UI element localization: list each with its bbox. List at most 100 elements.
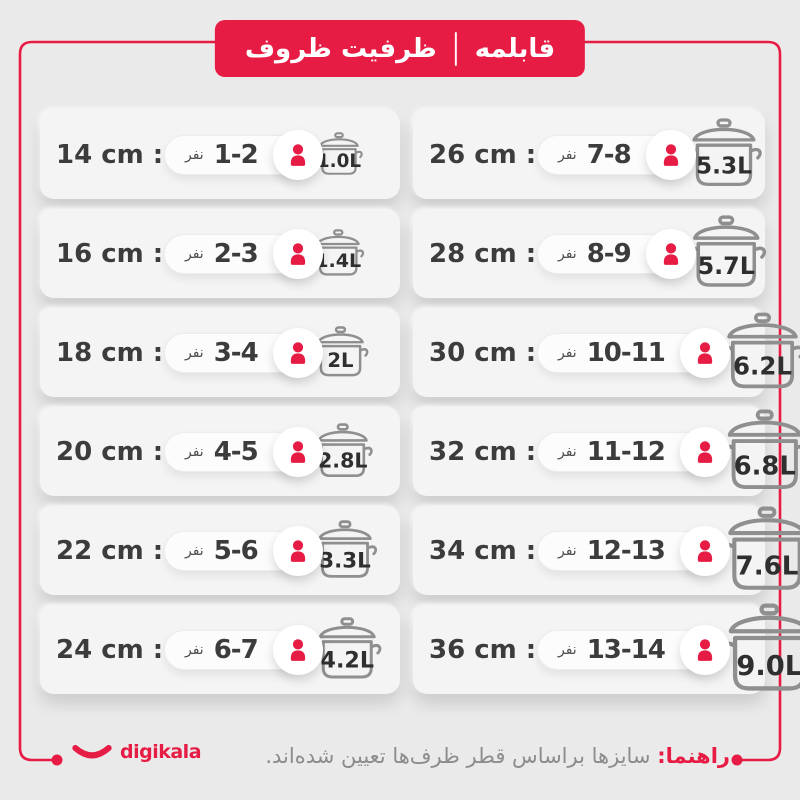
people-pill: نفر 2-3 [164, 228, 323, 279]
people-range: 5-6 [213, 535, 259, 566]
pot-icon: 6.2L [718, 312, 800, 394]
capacity-label: 7.6L [735, 551, 798, 581]
capacity-row: 36 cm : نفر 13-14 [413, 602, 800, 694]
people-pill: نفر 1-2 [164, 129, 323, 180]
capacity-label: 2L [327, 349, 353, 372]
capacity-label: 5.3L [696, 153, 752, 180]
border-end-dot-left [51, 754, 63, 766]
people-range: 10-11 [586, 337, 666, 368]
person-icon [272, 129, 323, 180]
capacity-label: 2.8L [318, 448, 368, 472]
title-product: قابلمه [474, 33, 556, 64]
digikala-smile-icon [72, 745, 112, 759]
capacity-row: 24 cm : نفر 6-7 [40, 605, 400, 694]
title-divider [454, 31, 457, 66]
diameter-label: 26 cm : [429, 139, 537, 170]
capacity-label: 1.0L [317, 151, 361, 172]
people-range: 6-7 [213, 634, 259, 665]
diameter-label: 32 cm : [429, 436, 537, 467]
guide-text: سایزها براساس قطر ظرف‌ها تعیین شده‌اند. [265, 744, 658, 768]
person-icon [679, 327, 730, 378]
people-range: 12-13 [586, 535, 666, 566]
capacity-label: 4.2L [320, 647, 373, 673]
people-unit-label: نفر [185, 245, 204, 262]
footer-guide: راهنما: سایزها براساس قطر ظرف‌ها تعیین ش… [265, 744, 730, 768]
capacity-label: 5.7L [697, 252, 754, 280]
people-range: 8-9 [586, 238, 632, 269]
diameter-label: 18 cm : [56, 337, 164, 368]
capacity-label: 3.3L [319, 548, 371, 573]
people-pill: نفر 3-4 [164, 327, 323, 378]
people-pill: نفر 5-6 [164, 525, 323, 576]
people-unit-label: نفر [185, 542, 204, 559]
guide-label: راهنما: [657, 744, 730, 768]
capacity-row: 34 cm : نفر 12-13 [413, 505, 800, 595]
capacity-row: 30 cm : نفر 10-11 [413, 308, 800, 397]
person-icon [272, 228, 323, 279]
capacity-label: 6.2L [733, 351, 792, 380]
person-icon [272, 624, 323, 675]
capacity-label: 6.8L [734, 451, 796, 481]
people-pill: نفر 13-14 [537, 624, 730, 675]
capacity-row: 14 cm : نفر 1-2 [40, 110, 400, 199]
people-unit-label: نفر [185, 344, 204, 361]
person-icon [272, 525, 323, 576]
person-icon [272, 426, 323, 477]
people-unit-label: نفر [558, 245, 577, 262]
pot-icon: 5.3L [684, 118, 764, 191]
digikala-wordmark: digikala [120, 741, 202, 763]
people-pill: نفر 6-7 [164, 624, 323, 675]
person-icon [679, 624, 730, 675]
people-unit-label: نفر [558, 146, 577, 163]
people-range: 7-8 [586, 139, 632, 170]
diameter-label: 28 cm : [429, 238, 537, 269]
pot-icon: 6.8L [718, 409, 800, 495]
people-pill: نفر 8-9 [537, 228, 696, 279]
person-icon [645, 228, 696, 279]
capacity-row: 22 cm : نفر 5-6 [40, 506, 400, 595]
person-icon [645, 129, 696, 180]
diameter-label: 14 cm : [56, 139, 164, 170]
people-range: 1-2 [213, 139, 259, 170]
people-range: 13-14 [586, 634, 666, 665]
diameter-label: 24 cm : [56, 634, 164, 665]
pot-icon: 7.6L [718, 505, 800, 596]
capacity-row: 18 cm : نفر 3-4 [40, 308, 400, 397]
people-unit-label: نفر [558, 443, 577, 460]
person-icon [679, 426, 730, 477]
capacity-table: 14 cm : نفر 1-2 [40, 110, 800, 694]
people-unit-label: نفر [558, 641, 577, 658]
border-end-dot-right [731, 754, 743, 766]
diameter-label: 34 cm : [429, 535, 537, 566]
capacity-label: 9.0L [736, 650, 800, 681]
diameter-label: 36 cm : [429, 634, 537, 665]
people-range: 11-12 [586, 436, 666, 467]
capacity-row: 20 cm : نفر 4-5 [40, 407, 400, 496]
people-pill: نفر 12-13 [537, 525, 730, 576]
people-range: 3-4 [213, 337, 259, 368]
diameter-label: 22 cm : [56, 535, 164, 566]
diameter-label: 16 cm : [56, 238, 164, 269]
digikala-logo: digikala [72, 741, 202, 763]
people-unit-label: نفر [558, 344, 577, 361]
capacity-row: 28 cm : نفر 8-9 [413, 209, 766, 298]
capacity-row: 26 cm : نفر 7-8 [413, 110, 765, 199]
people-range: 2-3 [213, 238, 259, 269]
people-pill: نفر 11-12 [537, 426, 730, 477]
pot-icon: 5.7L [684, 215, 769, 292]
capacity-row: 32 cm : نفر 11-12 [413, 407, 800, 496]
people-range: 4-5 [213, 436, 259, 467]
people-unit-label: نفر [185, 641, 204, 658]
person-icon [272, 327, 323, 378]
people-pill: نفر 4-5 [164, 426, 323, 477]
diameter-label: 30 cm : [429, 337, 537, 368]
people-unit-label: نفر [558, 542, 577, 559]
people-pill: نفر 10-11 [537, 327, 730, 378]
people-unit-label: نفر [185, 443, 204, 460]
people-pill: نفر 7-8 [537, 129, 696, 180]
person-icon [679, 525, 730, 576]
title-category: ظرفیت ظروف [244, 33, 437, 64]
title-badge: قابلمه ظرفیت ظروف [214, 20, 586, 77]
pot-icon: 9.0L [718, 602, 800, 697]
capacity-row: 16 cm : نفر 2-3 [40, 209, 400, 298]
